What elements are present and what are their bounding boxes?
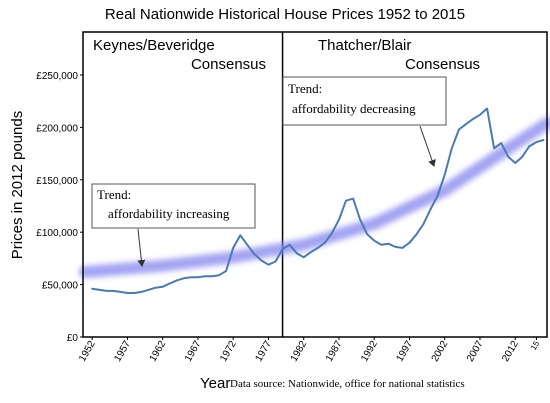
x-tick-label: 1982 bbox=[289, 339, 310, 364]
x-tick-label: 1967 bbox=[183, 339, 204, 364]
chart-title: Real Nationwide Historical House Prices … bbox=[105, 6, 465, 23]
y-tick-label: £100,000 bbox=[36, 228, 78, 239]
era-label: Keynes/Beveridge bbox=[93, 37, 215, 54]
x-axis-label: Year bbox=[200, 375, 230, 392]
x-tick-label: 15 bbox=[529, 339, 542, 352]
x-tick-label: 1987 bbox=[324, 339, 345, 364]
price-line bbox=[91, 107, 545, 294]
trend-band bbox=[79, 117, 550, 278]
x-tick-label: 1977 bbox=[253, 339, 274, 364]
annotation-text: affordability increasing bbox=[108, 206, 230, 221]
x-tick-label: 1957 bbox=[112, 339, 133, 364]
x-tick-label: 1952 bbox=[77, 339, 98, 364]
annotation-text: Trend: bbox=[97, 187, 131, 202]
y-axis-label: Prices in 2012 pounds bbox=[9, 111, 26, 259]
x-tick-label: 2012 bbox=[500, 339, 521, 364]
annotation-box bbox=[282, 76, 447, 126]
annotation-text: affordability decreasing bbox=[292, 101, 416, 116]
era-label: Consensus bbox=[405, 56, 480, 73]
x-tick-label: 2007 bbox=[465, 339, 486, 364]
y-tick-label: £150,000 bbox=[36, 176, 78, 187]
annotation-arrow bbox=[137, 228, 146, 267]
era-label: Consensus bbox=[191, 56, 266, 73]
y-tick-label: £250,000 bbox=[36, 71, 78, 82]
y-tick-label: £50,000 bbox=[42, 281, 79, 292]
annotation-text: Trend: bbox=[288, 81, 322, 96]
annotation-arrow bbox=[419, 125, 436, 167]
era-label: Thatcher/Blair bbox=[318, 37, 411, 54]
plot-border bbox=[82, 31, 548, 338]
x-tick-label: 1997 bbox=[394, 339, 415, 364]
x-tick-label: 1992 bbox=[359, 339, 380, 364]
x-tick-label: 1962 bbox=[148, 339, 169, 364]
y-tick-label: £200,000 bbox=[36, 123, 78, 134]
x-tick-label: 2002 bbox=[430, 339, 451, 364]
source-note: Data source: Nationwide, office for nati… bbox=[230, 378, 465, 390]
annotation-box bbox=[91, 183, 256, 229]
x-tick-label: 1972 bbox=[218, 339, 239, 364]
y-tick-label: £0 bbox=[67, 333, 79, 344]
